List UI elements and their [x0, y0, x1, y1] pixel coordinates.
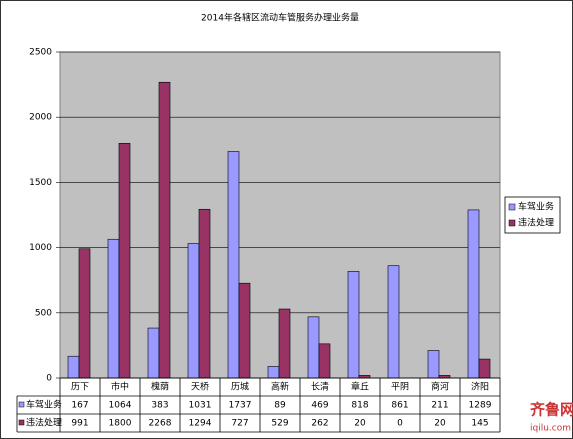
x-tick-label: 天桥: [191, 381, 209, 393]
table-row-label: 违法处理: [26, 417, 62, 429]
table-value: 89: [274, 401, 286, 411]
x-tick-label: 槐荫: [151, 381, 169, 393]
table-value: 167: [71, 401, 88, 411]
bar: [318, 343, 331, 379]
y-tick-label: 2500: [29, 48, 52, 58]
table-value: 991: [71, 419, 88, 429]
bar: [107, 238, 120, 379]
bar: [238, 282, 251, 379]
legend-box: [504, 196, 561, 234]
table-value: 1064: [109, 401, 132, 411]
bar: [267, 366, 280, 379]
y-tick-label: 1500: [29, 178, 52, 188]
table-row-label: 车驾业务: [26, 399, 62, 411]
bar: [467, 209, 480, 379]
bar: [347, 271, 360, 379]
table-value: 145: [471, 419, 488, 429]
x-tick-label: 历城: [231, 382, 249, 393]
table-value: 818: [351, 401, 368, 411]
bar: [278, 308, 291, 379]
legend-label: 车驾业务: [518, 201, 554, 213]
bar: [67, 355, 80, 379]
table-value: 1294: [189, 419, 212, 429]
table-value: 0: [397, 419, 403, 429]
bar: [227, 151, 240, 379]
table-value: 1737: [229, 401, 252, 411]
bar: [118, 142, 131, 379]
table-value: 727: [231, 419, 248, 429]
x-tick-label: 历下: [71, 382, 89, 393]
table-key: [18, 419, 25, 426]
chart-title: 2014年各辖区流动车管服务办理业务量: [201, 12, 359, 24]
bar: [78, 248, 91, 379]
y-tick-label: 1000: [29, 243, 52, 253]
table-value: 211: [431, 401, 448, 411]
bar: [387, 265, 400, 379]
x-tick-label: 商河: [431, 381, 449, 393]
table-value: 469: [311, 401, 328, 411]
bar: [187, 243, 200, 379]
table-value: 2268: [149, 419, 172, 429]
table-value: 1031: [189, 401, 212, 411]
x-tick-label: 济阳: [471, 381, 489, 393]
y-tick-label: 2000: [29, 113, 52, 123]
table-key: [18, 401, 25, 408]
bar: [478, 358, 491, 379]
table-value: 861: [391, 401, 408, 411]
y-tick-label: 500: [35, 308, 52, 318]
table-value: 262: [311, 419, 328, 429]
x-tick-label: 长清: [311, 381, 329, 393]
bar: [147, 327, 160, 379]
bar: [158, 81, 171, 379]
legend-key: [508, 219, 516, 227]
watermark-url: iqilu.com: [530, 424, 571, 434]
bar: [198, 208, 211, 379]
legend-key: [508, 203, 516, 211]
x-tick-label: 市中: [111, 381, 129, 393]
table-value: 529: [271, 419, 288, 429]
bar: [427, 350, 440, 379]
legend-label: 违法处理: [518, 217, 554, 229]
bar: [307, 316, 320, 379]
table-value: 20: [434, 419, 446, 429]
x-tick-label: 高新: [271, 381, 289, 393]
x-tick-label: 章丘: [351, 381, 369, 393]
watermark-name: 齐鲁网: [530, 401, 573, 419]
table-value: 1800: [109, 419, 132, 429]
watermark: 齐鲁网 iqilu.com: [530, 401, 573, 434]
table-value: 383: [151, 401, 168, 411]
table-value: 20: [354, 419, 366, 429]
x-tick-label: 平阴: [391, 382, 409, 393]
table-value: 1289: [469, 401, 492, 411]
y-tick-label: 0: [46, 374, 52, 384]
